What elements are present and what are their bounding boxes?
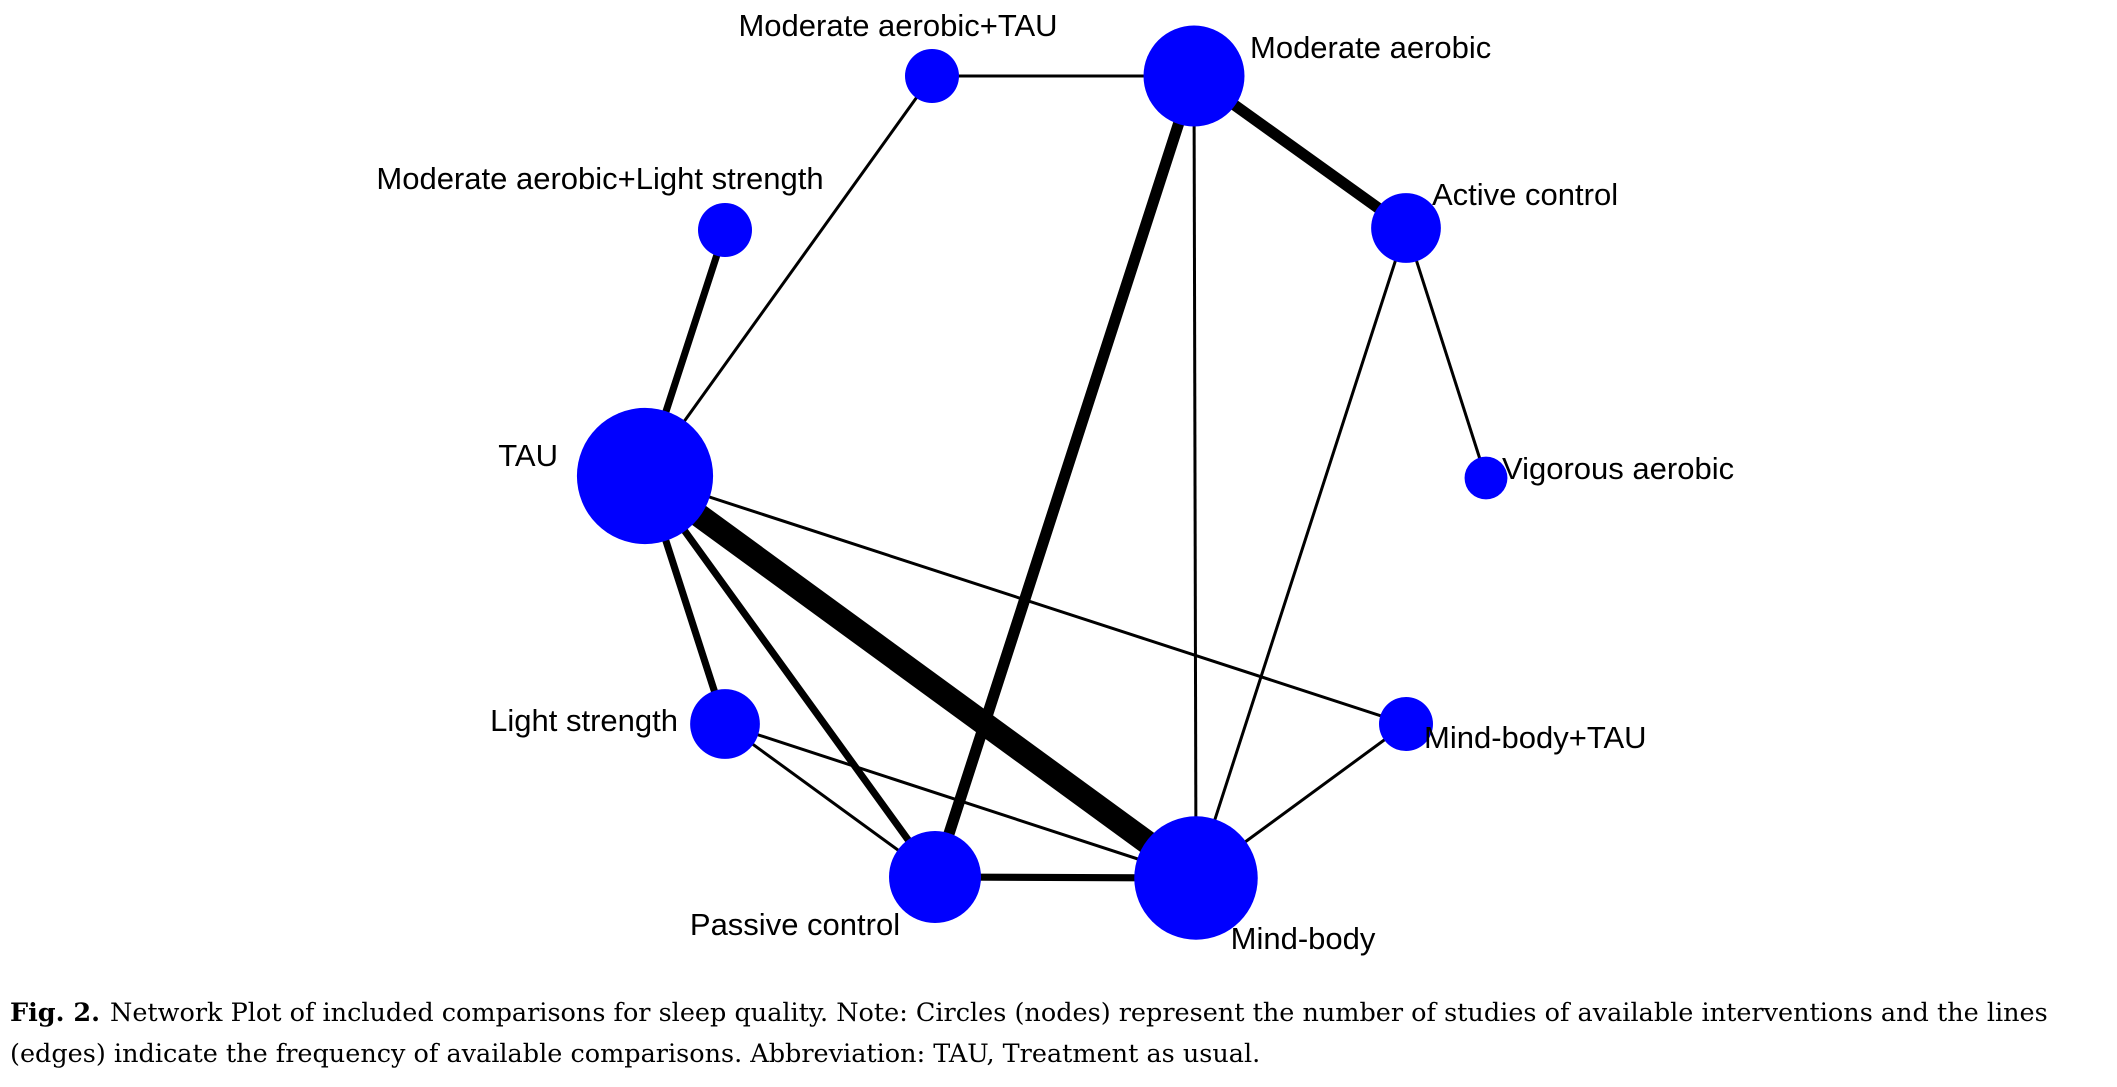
node-label-passive-control: Passive control <box>690 907 900 942</box>
edge-moderate-aerobic-to-mind-body <box>1192 75 1198 879</box>
node-label-mind-body-tau: Mind-body+TAU <box>1424 720 1647 755</box>
node-tau <box>576 407 714 545</box>
edge-light-strength-to-mind-body <box>724 722 1197 880</box>
node-label-vigorous-aerobic: Vigorous aerobic <box>1502 451 1734 486</box>
node-moderate-aerobic-light-strength <box>698 203 752 257</box>
edge-active-control-to-vigorous-aerobic <box>1404 227 1488 479</box>
node-vigorous-aerobic <box>1464 456 1508 500</box>
node-moderate-aerobic <box>1143 25 1245 127</box>
node-label-tau: TAU <box>498 438 558 473</box>
node-label-mind-body: Mind-body <box>1231 921 1376 956</box>
node-label-active-control: Active control <box>1432 177 1618 212</box>
network-plot: Moderate aerobic+TAU Moderate aerobic Mode… <box>376 8 1734 956</box>
node-mind-body-tau <box>1379 697 1433 751</box>
edge-active-control-to-mind-body <box>1194 227 1408 879</box>
node-label-moderate-aerobic-light-strength: Moderate aerobic+Light strength <box>376 161 823 196</box>
edge-moderate-aerobic-tau-to-tau <box>643 75 934 477</box>
node-active-control <box>1371 193 1441 263</box>
node-label-moderate-aerobic-tau: Moderate aerobic+TAU <box>738 8 1057 43</box>
node-mind-body <box>1134 816 1258 940</box>
labels-layer: Moderate aerobic+TAU Moderate aerobic Mode… <box>376 8 1734 956</box>
caption-text: Network Plot of included comparisons for… <box>10 998 2048 1069</box>
figure-number: Fig. 2. <box>10 998 100 1028</box>
node-moderate-aerobic-tau <box>905 49 959 103</box>
edge-moderate-aerobic-to-passive-control <box>929 74 1200 879</box>
edges-layer <box>638 71 1488 888</box>
node-light-strength <box>690 689 760 759</box>
node-label-moderate-aerobic: Moderate aerobic <box>1250 30 1491 65</box>
nodes-layer <box>576 25 1508 940</box>
figure-caption: Fig. 2. Network Plot of included comparis… <box>10 993 2100 1075</box>
node-label-light-strength: Light strength <box>490 703 678 738</box>
node-passive-control <box>889 831 981 923</box>
edge-tau-to-passive-control <box>642 473 938 880</box>
edge-tau-to-mind-body-tau <box>644 474 1407 726</box>
edge-tau-to-mind-body <box>638 466 1203 888</box>
